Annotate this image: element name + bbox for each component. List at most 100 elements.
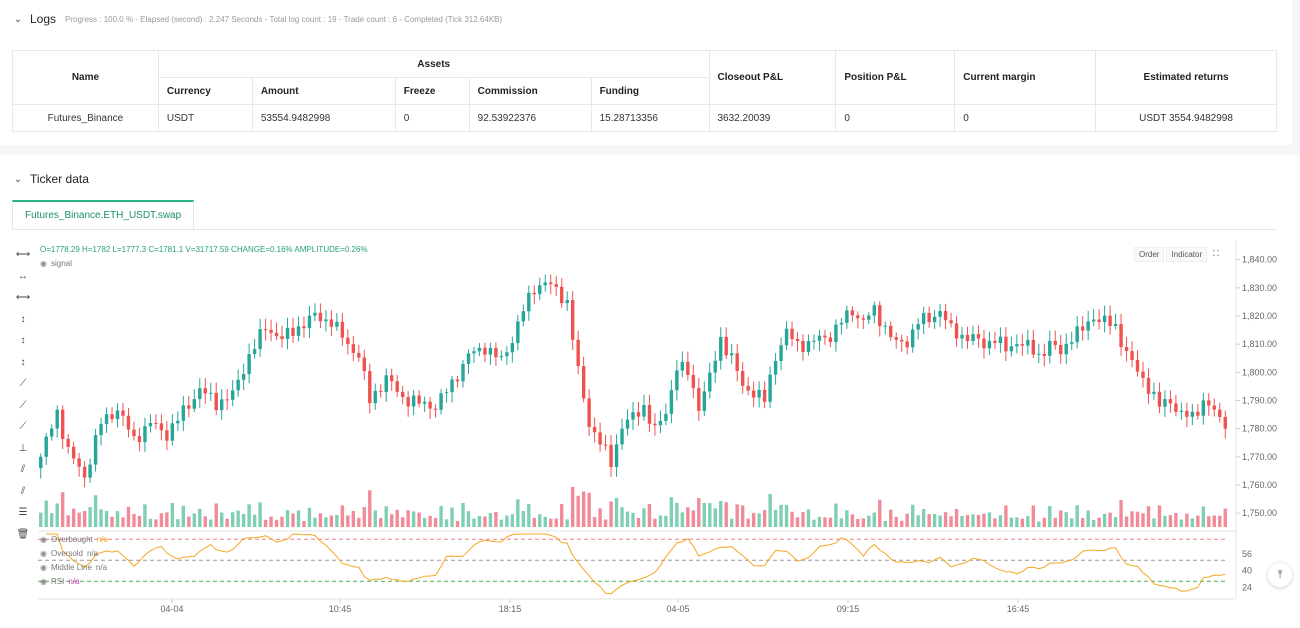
volume-bar [346,515,350,527]
candle-body [554,284,558,287]
volume-bar [1135,511,1140,527]
volume-bar [379,518,383,527]
volume-bar [115,511,120,527]
candle-body [280,336,284,339]
vertical-ray-icon[interactable]: ↕ [20,356,26,368]
horizontal-ray-icon[interactable]: ↔ [18,270,28,282]
eye-icon[interactable]: ◉ [40,549,47,558]
drawing-toolbar: ⟷ ↔ ⟷ ↕ ↕ ↕ ⟋ ⟋ ⟋ ⊥ ⫽ ⫽ ☰ 🗑 [12,244,34,545]
eye-icon[interactable]: ◉ [40,577,47,586]
chevron-down-icon[interactable]: ⌄ [13,173,23,185]
candle-body [603,444,608,446]
candle-body [850,310,855,316]
candle-body [631,412,635,420]
candle-body [373,390,377,404]
candle-body [187,405,191,409]
candle-body [411,395,416,407]
candle-body [697,388,701,411]
channel-icon[interactable]: ⫽ [20,485,26,497]
parallel-line-icon[interactable]: ⫽ [20,464,26,476]
volume-bar [823,517,827,527]
volume-bar [192,513,196,527]
x-tick-label: 04-05 [666,604,689,614]
volume-bar [455,520,460,527]
chevron-down-icon[interactable]: ⌄ [13,13,23,25]
candle-body [889,325,893,338]
candle-body [417,395,421,404]
volume-bar [220,512,224,527]
candle-body [1135,359,1140,372]
extended-line-icon[interactable]: ⟷ [15,292,31,304]
x-tick-label: 09:15 [837,604,860,614]
tab-eth-usdt-swap[interactable]: Futures_Binance.ETH_USDT.swap [12,200,195,230]
ticker-header[interactable]: ⌄ Ticker data [12,172,89,186]
ray-line-icon[interactable]: ⟋ [19,399,27,411]
candle-body [252,349,257,355]
volume-bar [269,516,273,527]
volume-bar [894,516,898,527]
order-button[interactable]: Order [1134,247,1165,262]
volume-bar [318,513,323,527]
volume-bar [510,514,515,527]
candle-body [428,401,432,409]
x-tick-label: 10:45 [329,604,352,614]
fullscreen-icon[interactable]: ⛶ [1213,249,1219,258]
volume-bar [444,519,449,527]
volume-bar [1015,517,1019,527]
candle-body [148,422,153,427]
volume-bar [664,515,668,527]
candle-body [499,356,504,358]
cell-funding: 15.28713356 [590,104,710,132]
volume-bar [620,507,624,527]
price-line-icon[interactable]: ⊥ [18,442,28,454]
candle-body [1075,326,1079,343]
horizontal-line-icon[interactable]: ⟷ [15,249,31,261]
candle-body [307,315,312,329]
trash-icon[interactable]: 🗑 [16,528,30,540]
eye-icon[interactable]: ◉ [40,259,47,268]
volume-bar [50,513,54,527]
candle-body [560,286,564,304]
candle-body [1157,391,1162,407]
trend-line-icon[interactable]: ⟋ [19,378,27,390]
candle-body [516,321,520,344]
rsi-label: RSI [50,577,65,586]
logs-header[interactable]: ⌄ Logs Progress : 100.0 % - Elapsed (sec… [12,12,502,26]
volume-bar [653,518,657,527]
volume-bar [373,510,377,527]
volume-bar [960,515,964,527]
volume-bar [1124,516,1129,527]
volume-bar [1026,516,1030,527]
candle-body [713,360,717,373]
eye-icon[interactable]: ◉ [40,535,47,544]
candle-body [538,285,542,295]
candle-body [214,392,218,411]
candle-body [1026,339,1030,346]
eye-icon[interactable]: ◉ [40,563,47,572]
vertical-segment-icon[interactable]: ↕ [20,335,26,347]
candle-body [795,339,800,341]
candle-body [965,334,970,341]
scroll-to-top-button[interactable]: ⤒ [1268,563,1292,587]
candle-body [806,341,811,353]
volume-bar [82,511,87,527]
candle-body [198,388,202,400]
volume-bar [686,507,690,527]
segment-line-icon[interactable]: ⟋ [19,421,27,433]
candle-body [340,321,345,338]
volume-bar [746,518,750,527]
volume-bar [730,518,734,527]
candle-body [845,310,849,323]
fibonacci-icon[interactable]: ☰ [18,507,28,519]
vertical-line-icon[interactable]: ↕ [20,313,26,325]
y-tick-label: 1,800.00 [1242,367,1277,377]
indicator-button[interactable]: Indicator [1166,247,1208,262]
volume-bar [384,506,388,527]
candle-body [390,375,394,382]
candle-body [209,392,213,394]
candle-body [241,374,246,380]
assets-table: Name Assets Closeout P&L Position P&L Cu… [12,50,1277,132]
volume-bar [406,510,410,527]
candle-body [203,388,207,394]
